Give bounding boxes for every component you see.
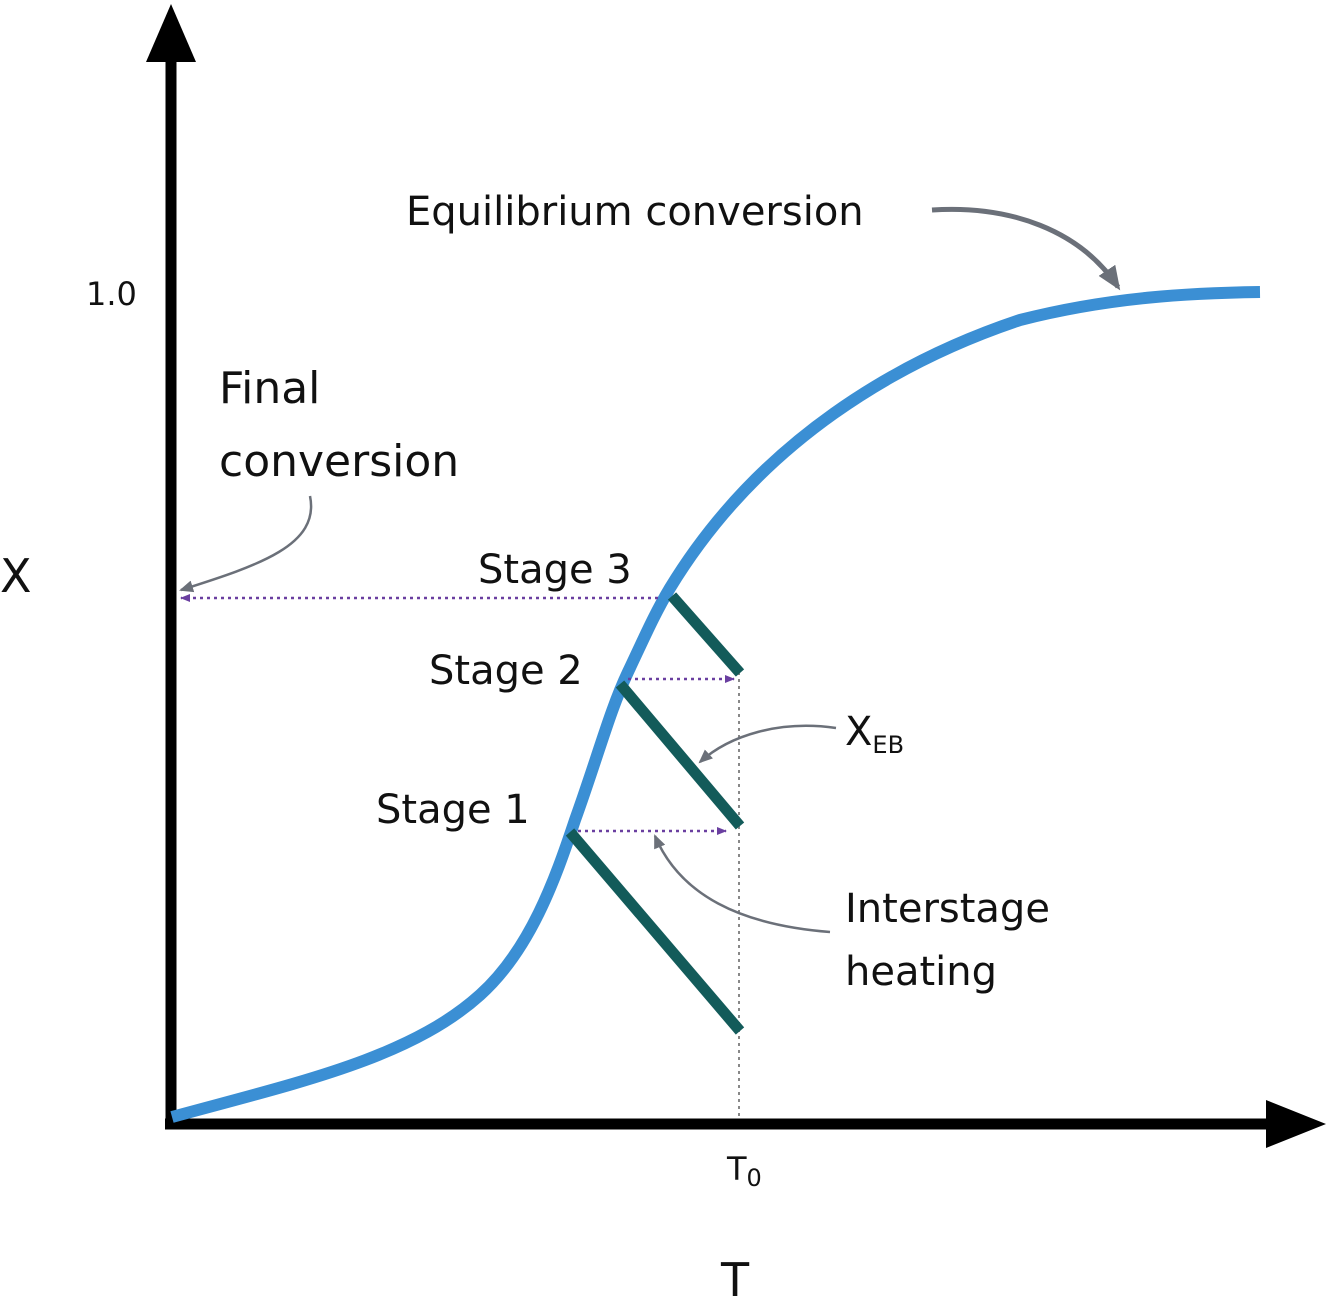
stage-3-line bbox=[672, 596, 740, 673]
x-axis-label: T bbox=[720, 1253, 750, 1298]
final-conversion-label-line2: conversion bbox=[219, 436, 459, 487]
equilibrium-callout-arrow bbox=[932, 209, 1118, 287]
stage-2-label: Stage 2 bbox=[429, 648, 583, 694]
equilibrium-label: Equilibrium conversion bbox=[406, 189, 864, 235]
axes bbox=[146, 4, 1326, 1148]
xeb-callout-arrow bbox=[700, 726, 836, 762]
xeb-label: XEB bbox=[845, 709, 904, 759]
interstage-heating-label-line1: Interstage bbox=[845, 886, 1050, 932]
x-axis-arrowhead bbox=[1266, 1100, 1326, 1148]
t0-tick-label: T0 bbox=[726, 1150, 762, 1192]
final-conversion-label-line1: Final bbox=[219, 363, 320, 414]
interstage-callout-arrow bbox=[655, 836, 830, 932]
stage-3-label: Stage 3 bbox=[478, 547, 632, 593]
y-tick-label: 1.0 bbox=[86, 275, 137, 313]
stage-1-line bbox=[570, 832, 740, 1031]
final-conversion-callout-arrow bbox=[181, 496, 311, 590]
y-axis-arrowhead bbox=[146, 4, 196, 62]
interstage-heating-label-line2: heating bbox=[845, 949, 997, 995]
equilibrium-curve bbox=[172, 292, 1260, 1117]
stage-2-line bbox=[620, 684, 740, 826]
stage-1-label: Stage 1 bbox=[376, 787, 530, 833]
y-axis-label: X bbox=[0, 549, 32, 603]
